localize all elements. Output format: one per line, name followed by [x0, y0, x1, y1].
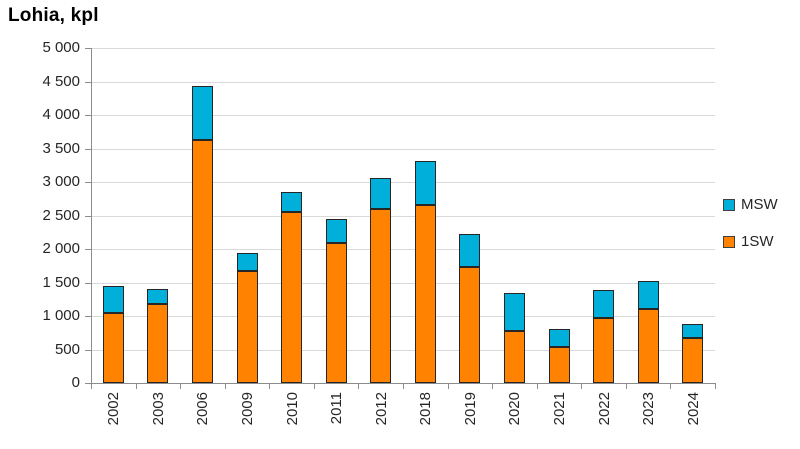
y-axis-label: 4 000	[42, 106, 80, 123]
legend-item-msw: MSW	[723, 196, 778, 213]
legend-item-1sw: 1SW	[723, 233, 774, 250]
x-axis-label-2011: 2011	[328, 392, 345, 425]
bar-2006-1sw	[192, 140, 213, 383]
bar-2023-1sw	[638, 309, 659, 383]
bar-2012-1sw	[370, 209, 391, 383]
gridline-2500	[91, 216, 715, 217]
y-axis-tick	[85, 350, 91, 351]
bar-2012-msw	[370, 178, 391, 209]
gridline-1000	[91, 316, 715, 317]
bar-2003-msw	[147, 289, 168, 304]
y-axis-label: 1 500	[42, 274, 80, 291]
bar-2011-msw	[326, 219, 347, 243]
y-axis-tick	[85, 82, 91, 83]
bar-2022-msw	[593, 290, 614, 318]
x-axis-label-2024: 2024	[685, 392, 702, 426]
y-axis-tick	[85, 283, 91, 284]
gridline-500	[91, 350, 715, 351]
legend-label-msw: MSW	[741, 196, 778, 213]
x-axis-label-2021: 2021	[551, 392, 568, 426]
x-axis-tick	[581, 383, 582, 389]
x-axis-label-2018: 2018	[417, 392, 434, 426]
x-axis-tick	[403, 383, 404, 389]
bar-2019-msw	[459, 234, 480, 267]
y-axis-line	[91, 48, 92, 389]
x-axis-tick	[358, 383, 359, 389]
gridline-4000	[91, 115, 715, 116]
bar-2006-msw	[192, 86, 213, 140]
y-axis-label: 1 000	[42, 307, 80, 324]
x-axis-tick	[670, 383, 671, 389]
y-axis-tick	[85, 149, 91, 150]
y-axis-tick	[85, 48, 91, 49]
bar-2022-1sw	[593, 318, 614, 383]
x-axis-label-2002: 2002	[105, 392, 122, 426]
x-axis-label-2010: 2010	[284, 392, 301, 426]
y-axis-tick	[85, 182, 91, 183]
bar-2009-msw	[237, 253, 258, 271]
x-axis-tick	[91, 383, 92, 389]
bar-2021-1sw	[549, 347, 570, 383]
bar-2019-1sw	[459, 267, 480, 383]
gridline-4500	[91, 82, 715, 83]
bar-2002-1sw	[103, 313, 124, 383]
x-axis-tick	[715, 383, 716, 389]
x-axis-tick	[448, 383, 449, 389]
y-axis-label: 2 500	[42, 207, 80, 224]
x-axis-label-2003: 2003	[150, 392, 167, 426]
bar-2003-1sw	[147, 304, 168, 383]
bar-2023-msw	[638, 281, 659, 309]
y-axis-tick	[85, 115, 91, 116]
bar-2024-msw	[682, 324, 703, 338]
bar-2002-msw	[103, 286, 124, 313]
gridline-1500	[91, 283, 715, 284]
bar-2024-1sw	[682, 338, 703, 383]
y-axis-label: 2 000	[42, 240, 80, 257]
bar-2020-1sw	[504, 331, 525, 383]
x-axis-label-2019: 2019	[462, 392, 479, 426]
gridline-3500	[91, 149, 715, 150]
legend-swatch-1sw	[723, 235, 735, 248]
gridline-5000	[91, 48, 715, 49]
y-axis-label: 0	[71, 374, 80, 391]
x-axis-tick	[314, 383, 315, 389]
y-axis-label: 3 000	[42, 173, 80, 190]
legend-swatch-msw	[723, 198, 735, 211]
bar-2009-1sw	[237, 271, 258, 383]
y-axis-tick	[85, 383, 91, 384]
y-axis-label: 5 000	[42, 39, 80, 56]
y-axis-label: 500	[54, 341, 80, 358]
bar-2010-1sw	[281, 212, 302, 383]
bar-2018-1sw	[415, 205, 436, 383]
bar-2020-msw	[504, 293, 525, 331]
x-axis-tick	[225, 383, 226, 389]
y-axis-label: 3 500	[42, 140, 80, 157]
x-axis-tick	[269, 383, 270, 389]
y-axis-tick	[85, 249, 91, 250]
chart-title: Lohia, kpl	[8, 5, 99, 26]
y-axis-label: 4 500	[42, 73, 80, 90]
x-axis-label-2020: 2020	[506, 392, 523, 426]
x-axis-tick	[492, 383, 493, 389]
bar-2011-1sw	[326, 243, 347, 383]
gridline-2000	[91, 249, 715, 250]
x-axis-label-2009: 2009	[239, 392, 256, 426]
x-axis-tick	[626, 383, 627, 389]
y-axis-tick	[85, 216, 91, 217]
x-axis-tick	[180, 383, 181, 389]
y-axis-tick	[85, 316, 91, 317]
legend-label-1sw: 1SW	[741, 233, 774, 250]
x-axis-label-2022: 2022	[596, 392, 613, 426]
gridline-3000	[91, 182, 715, 183]
x-axis-label-2012: 2012	[373, 392, 390, 426]
x-axis-label-2006: 2006	[194, 392, 211, 426]
bar-2018-msw	[415, 161, 436, 205]
x-axis-tick	[136, 383, 137, 389]
bar-2021-msw	[549, 329, 570, 347]
x-axis-label-2023: 2023	[640, 392, 657, 426]
bar-2010-msw	[281, 192, 302, 212]
x-axis-tick	[537, 383, 538, 389]
